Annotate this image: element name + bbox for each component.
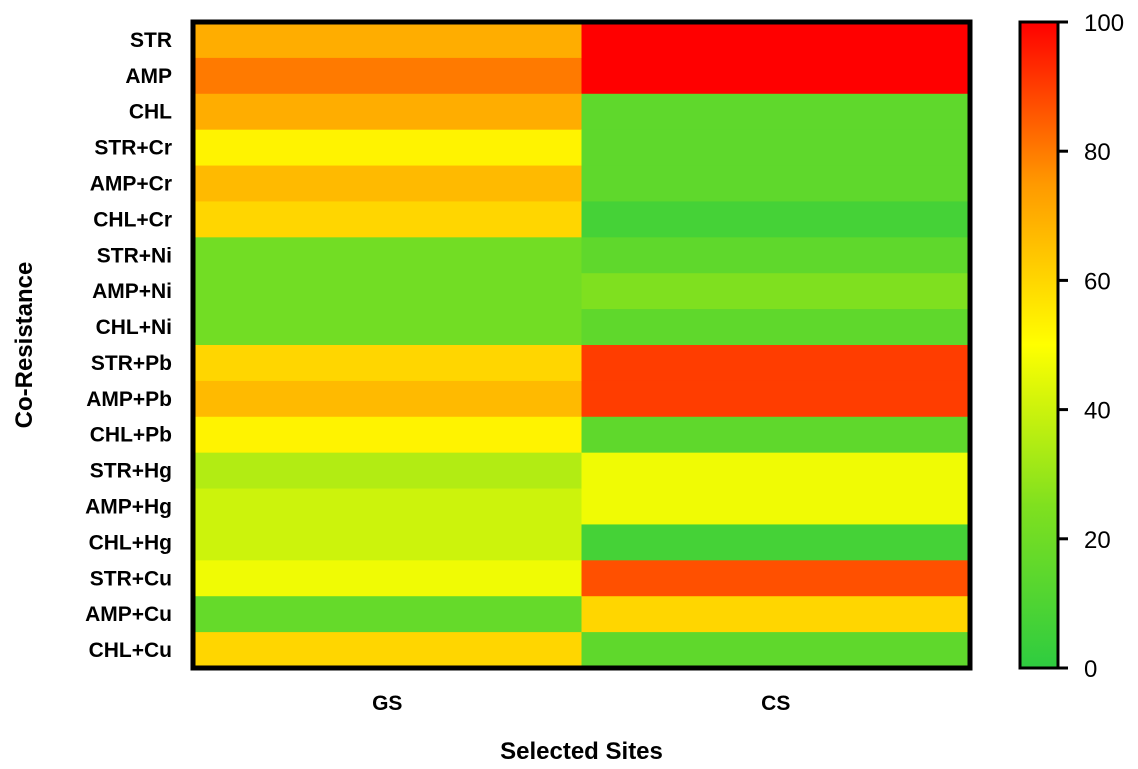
heatmap-cell <box>193 201 582 238</box>
x-axis-title: Selected Sites <box>500 738 663 765</box>
column-labels: GS CS <box>372 692 790 715</box>
row-label: CHL <box>129 101 172 124</box>
heatmap-cell <box>581 524 971 561</box>
heatmap-cell <box>581 452 971 490</box>
plot-frame <box>190 19 973 671</box>
heatmap-cell <box>193 22 582 59</box>
row-label: CHL+Pb <box>90 424 172 447</box>
colorbar <box>1018 20 1060 670</box>
row-label: CHL+Ni <box>96 316 172 339</box>
heatmap-cell <box>193 345 582 382</box>
column-label: GS <box>372 692 402 715</box>
row-label: AMP+Cu <box>85 603 172 626</box>
heatmap-cell <box>581 345 971 382</box>
row-label: STR <box>130 29 172 52</box>
heatmap-cell <box>581 237 971 274</box>
row-label: STR+Ni <box>97 244 172 267</box>
heatmap-cell <box>581 632 971 669</box>
row-label: AMP+Hg <box>85 496 172 519</box>
colorbar-tick-label: 100 <box>1084 10 1124 37</box>
heatmap-cell <box>581 129 971 167</box>
heatmap-cell <box>193 632 582 669</box>
row-label: CHL+Cr <box>93 208 172 231</box>
column-label: CS <box>761 692 790 715</box>
colorbar-ticks: 0 20 40 60 80 100 <box>1058 10 1124 683</box>
heatmap-cell <box>581 488 971 525</box>
row-labels: STR AMP CHL STR+Cr AMP+Cr CHL+Cr STR+Ni AMP+Ni C… <box>85 29 172 662</box>
heatmap-cell <box>581 416 971 454</box>
row-label: STR+Pb <box>91 352 172 375</box>
heatmap-cell <box>193 560 582 597</box>
heatmap-cell <box>581 380 971 418</box>
heatmap-cell <box>581 560 971 597</box>
heatmap-cell <box>581 596 971 633</box>
heatmap-cell <box>581 57 971 95</box>
heatmap-cell <box>581 165 971 202</box>
heatmap-cell <box>581 22 971 59</box>
colorbar-tick-label: 40 <box>1084 398 1111 425</box>
y-axis-title: Co-Resistance <box>11 262 38 429</box>
heatmap-cell <box>581 201 971 238</box>
heatmap-cells <box>193 22 971 669</box>
heatmap-cell <box>193 488 582 525</box>
row-label: STR+Hg <box>90 460 172 483</box>
heatmap-cell <box>193 57 582 95</box>
heatmap-cell <box>193 273 582 310</box>
row-label: STR+Cu <box>90 567 172 590</box>
heatmap-cell <box>581 309 971 346</box>
colorbar-tick-label: 60 <box>1084 268 1111 295</box>
heatmap-cell <box>193 416 582 454</box>
heatmap-cell <box>581 273 971 310</box>
row-label: STR+Cr <box>94 137 172 160</box>
heatmap-cell <box>193 524 582 561</box>
heatmap-cell <box>193 93 582 131</box>
row-label: CHL+Hg <box>89 531 172 554</box>
row-label: CHL+Cu <box>89 639 172 662</box>
heatmap-cell <box>193 237 582 274</box>
colorbar-tick-label: 20 <box>1084 527 1111 554</box>
heatmap-cell <box>193 165 582 202</box>
heatmap-cell <box>581 93 971 131</box>
row-label: AMP+Ni <box>92 280 172 303</box>
row-label: AMP+Pb <box>86 388 172 411</box>
row-label: AMP+Cr <box>90 173 172 196</box>
heatmap-cell <box>193 309 582 346</box>
colorbar-tick-label: 0 <box>1084 656 1097 683</box>
colorbar-tick-label: 80 <box>1084 139 1111 166</box>
heatmap-cell <box>193 129 582 167</box>
heatmap-cell <box>193 380 582 418</box>
heatmap-cell <box>193 596 582 633</box>
heatmap-cell <box>193 452 582 490</box>
row-label: AMP <box>125 65 172 88</box>
